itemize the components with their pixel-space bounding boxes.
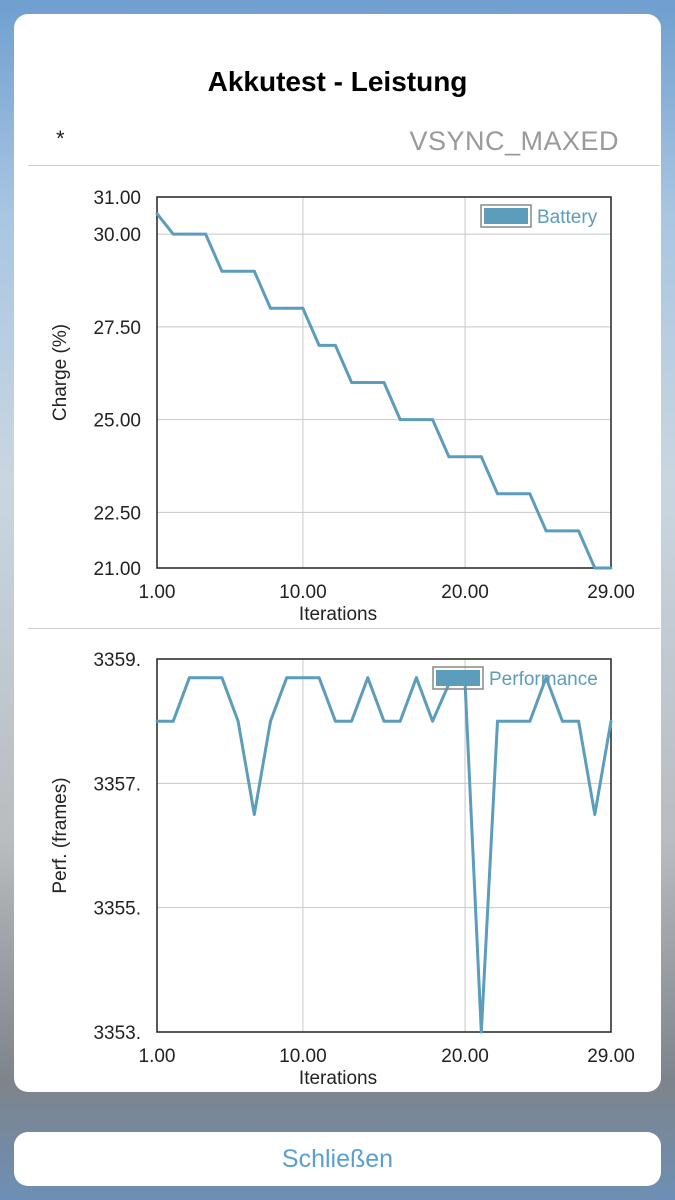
legend-swatch-border: [480, 204, 532, 228]
data-point: [577, 529, 580, 533]
y-axis-label: Charge (%): [50, 324, 71, 421]
data-point: [350, 381, 353, 384]
series-line-battery: [155, 212, 611, 570]
data-point: [317, 676, 321, 680]
data-point: [398, 418, 402, 421]
data-point: [431, 719, 435, 723]
y-tick-label: 27.50: [93, 318, 141, 339]
data-point: [609, 566, 613, 570]
y-tick-label: 22.50: [93, 503, 141, 524]
chart-divider: [28, 628, 660, 629]
data-point: [593, 566, 597, 570]
data-point: [269, 306, 272, 310]
legend-swatch: [484, 208, 528, 224]
data-point: [188, 676, 191, 680]
x-tick-label: 1.00: [139, 1046, 176, 1067]
data-point: [496, 492, 499, 496]
data-point: [220, 269, 224, 273]
data-point: [188, 232, 191, 236]
data-point: [560, 529, 564, 533]
legend-label: Battery: [537, 207, 598, 228]
data-point: [204, 676, 208, 680]
close-button[interactable]: Schließen: [14, 1132, 661, 1186]
data-point: [577, 719, 580, 723]
data-point: [528, 719, 532, 723]
data-point: [544, 529, 548, 533]
marker-label: *: [56, 126, 65, 151]
y-tick-label: 30.00: [93, 225, 141, 246]
battery-chart: 31.00 30.00 27.50 25.00 22.50 21.001.00 10.00 2…: [50, 188, 635, 625]
y-tick-label: 25.00: [93, 411, 141, 432]
x-axis-label: Iterations: [299, 604, 377, 625]
data-point: [366, 381, 370, 384]
y-tick-label: 31.00: [93, 188, 141, 209]
data-point: [252, 813, 256, 816]
data-point: [350, 719, 353, 723]
data-point: [252, 269, 256, 273]
data-point: [431, 418, 435, 421]
x-tick-label: 20.00: [441, 1046, 489, 1067]
y-tick-label: 3353.: [93, 1023, 141, 1044]
data-point: [333, 719, 337, 723]
data-point: [382, 719, 386, 723]
data-point: [171, 719, 175, 723]
legend-swatch-border: [432, 666, 484, 690]
battery-test-dialog: Akkutest - Leistung * VSYNC_MAXED 31.00 3…: [14, 14, 661, 1092]
data-point: [366, 676, 370, 680]
x-tick-label: 29.00: [587, 1046, 635, 1067]
data-point: [512, 719, 516, 723]
y-axis-label: Perf. (frames): [50, 777, 71, 893]
data-point: [333, 344, 337, 347]
x-axis-label: Iterations: [299, 1068, 377, 1089]
data-point: [447, 455, 451, 459]
data-point: [171, 232, 175, 236]
data-point: [301, 676, 305, 680]
data-point: [285, 306, 289, 310]
dialog-title: Akkutest - Leistung: [207, 66, 468, 97]
x-tick-label: 10.00: [279, 582, 327, 603]
legend-label: Performance: [489, 669, 598, 690]
x-tick-label: 29.00: [587, 582, 635, 603]
x-tick-label: 20.00: [441, 582, 489, 603]
x-tick-label: 10.00: [279, 1046, 327, 1067]
data-point: [398, 719, 402, 723]
plot-frame: [156, 658, 612, 1033]
data-point: [496, 719, 499, 723]
data-point: [220, 676, 224, 680]
data-point: [544, 676, 548, 680]
legend-swatch: [436, 670, 480, 686]
x-tick-label: 1.00: [139, 582, 176, 603]
data-point: [301, 306, 305, 310]
data-point: [415, 676, 418, 680]
performance-chart: 3359. 3357. 3355. 3353.1.00 10.00 20.00 29.00 I…: [50, 650, 635, 1089]
y-tick-label: 21.00: [93, 559, 141, 580]
header-divider: [28, 165, 660, 166]
y-tick-label: 3359.: [93, 650, 141, 671]
data-point: [528, 492, 532, 496]
vsync-mode-label: VSYNC_MAXED: [409, 126, 619, 156]
data-point: [382, 381, 386, 384]
data-point: [593, 813, 597, 816]
data-point: [609, 719, 613, 723]
data-point: [236, 719, 240, 723]
data-point: [155, 719, 159, 723]
y-tick-label: 3355.: [93, 899, 141, 920]
y-tick-label: 3357.: [93, 774, 141, 795]
data-point: [479, 455, 483, 459]
data-point: [204, 232, 208, 236]
data-point: [415, 418, 418, 421]
data-point: [285, 676, 289, 680]
data-point: [512, 492, 516, 496]
data-point: [155, 212, 159, 216]
series-line-performance: [157, 676, 613, 1034]
data-point: [269, 719, 272, 723]
plot-frame: [156, 196, 612, 569]
data-point: [236, 269, 240, 273]
data-point: [479, 1030, 483, 1034]
data-point: [317, 344, 321, 347]
data-point: [463, 455, 467, 459]
data-point: [560, 719, 564, 723]
